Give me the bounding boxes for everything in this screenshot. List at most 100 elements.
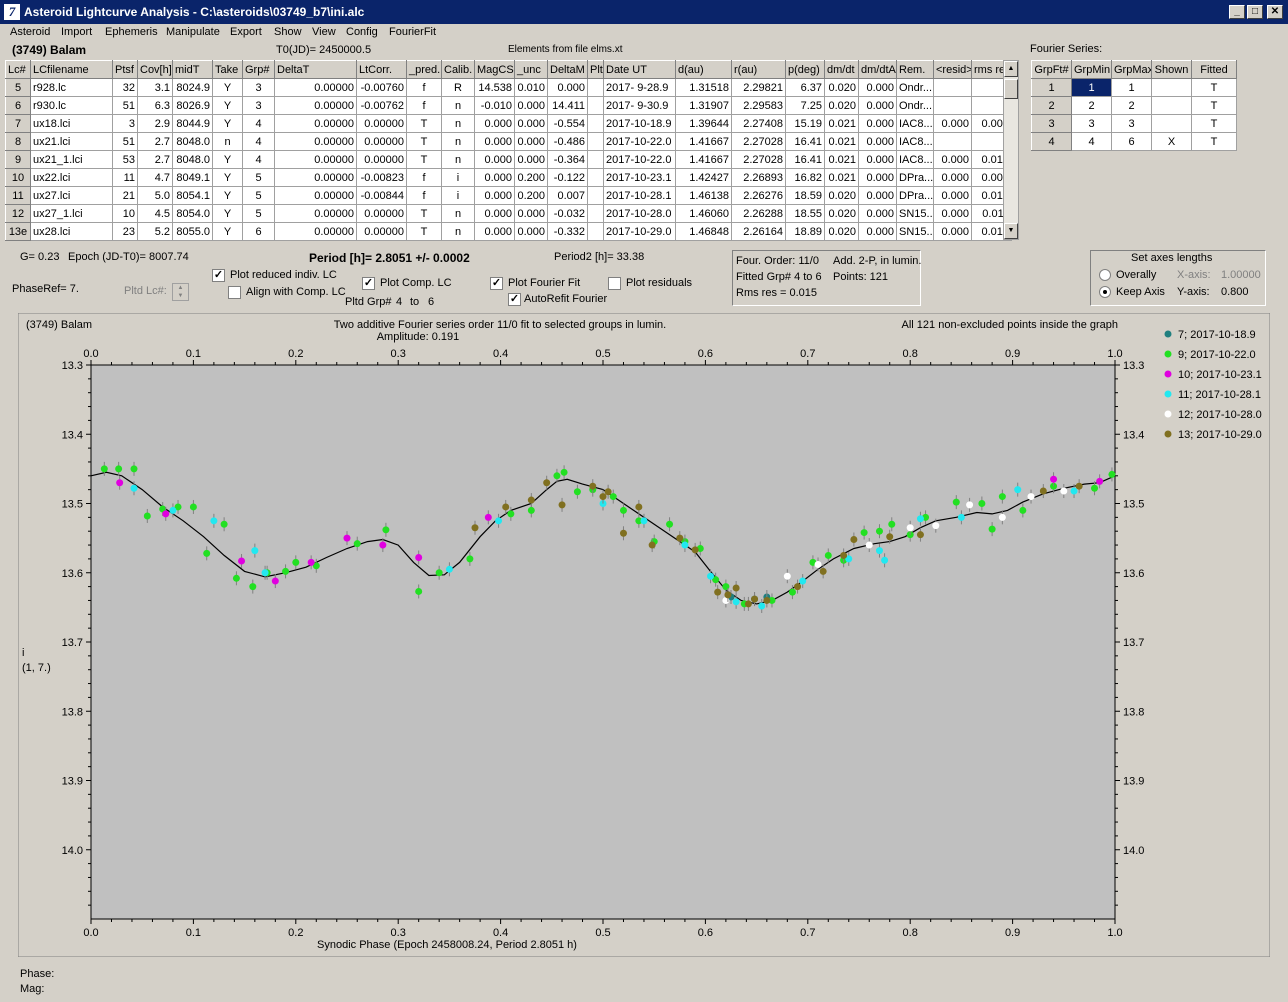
lc-cell[interactable] [587, 96, 604, 115]
fourier-cell[interactable]: T [1191, 114, 1237, 133]
fourier-col-header[interactable]: GrpMax [1111, 60, 1152, 79]
lc-cell[interactable]: f [406, 78, 442, 97]
lc-col-header[interactable]: LCfilename [30, 60, 113, 79]
lc-cell[interactable]: 8024.9 [172, 78, 213, 97]
lc-table-row[interactable]: 10 ux22.lci 11 4.7 8049.1 Y 5 0.00000 -0.00823 f i… [5, 168, 1012, 187]
lc-cell[interactable]: 5.2 [137, 222, 173, 241]
lc-cell[interactable]: 0.200 [514, 168, 548, 187]
fourier-col-header[interactable]: GrpMin [1071, 60, 1112, 79]
lc-cell[interactable]: ux21.lci [30, 132, 113, 151]
lc-col-header[interactable]: Plt [587, 60, 604, 79]
lc-col-header[interactable]: DeltaM [547, 60, 588, 79]
lc-cell[interactable]: 0.000 [858, 78, 897, 97]
lc-cell[interactable]: Y [212, 222, 243, 241]
lc-cell[interactable]: 8048.0 [172, 132, 213, 151]
lc-cell[interactable]: 0.010 [514, 78, 548, 97]
lightcurve-table-scrollbar[interactable]: ▲ ▼ [1003, 60, 1019, 240]
fourier-row-header[interactable]: 4 [1031, 132, 1072, 151]
lc-cell[interactable]: 5 [242, 204, 275, 223]
lc-cell[interactable]: 2.29821 [731, 78, 786, 97]
lc-cell[interactable]: 0.000 [933, 204, 972, 223]
lc-cell[interactable]: Y [212, 204, 243, 223]
autorefit-checkbox[interactable]: ✓ [508, 293, 521, 306]
lc-cell[interactable] [587, 204, 604, 223]
lc-cell[interactable]: 23 [112, 222, 138, 241]
lc-cell[interactable]: -0.00823 [356, 168, 407, 187]
lc-cell[interactable] [933, 132, 972, 151]
lc-cell[interactable]: 0.00000 [274, 96, 357, 115]
lc-cell[interactable]: r930.lc [30, 96, 113, 115]
menu-fourierfit[interactable]: FourierFit [389, 26, 437, 38]
menu-export[interactable]: Export [230, 26, 262, 38]
lc-cell[interactable]: 11 [112, 168, 138, 187]
lc-cell[interactable]: 0.000 [474, 186, 515, 205]
lc-col-header[interactable]: r(au) [731, 60, 786, 79]
lc-cell[interactable]: f [406, 186, 442, 205]
lc-cell[interactable]: 0.000 [858, 204, 897, 223]
lc-cell[interactable]: 0.020 [824, 204, 859, 223]
lc-cell[interactable]: 2.26276 [731, 186, 786, 205]
lc-cell[interactable]: 0.000 [933, 168, 972, 187]
lc-row-header[interactable]: 11 [5, 186, 31, 205]
lc-table-row[interactable]: 6 r930.lc 51 6.3 8026.9 Y 3 0.00000 -0.00762 f n -0… [5, 96, 1012, 115]
lc-cell[interactable]: Y [212, 114, 243, 133]
lc-cell[interactable]: 4.7 [137, 168, 173, 187]
lc-cell[interactable]: n [441, 132, 475, 151]
lc-cell[interactable]: n [212, 132, 243, 151]
lc-cell[interactable]: Y [212, 150, 243, 169]
lc-cell[interactable]: 16.82 [785, 168, 825, 187]
lc-cell[interactable] [933, 96, 972, 115]
lc-cell[interactable]: n [441, 150, 475, 169]
lc-cell[interactable]: Y [212, 168, 243, 187]
lc-cell[interactable]: -0.122 [547, 168, 588, 187]
lc-cell[interactable]: T [406, 222, 442, 241]
lc-cell[interactable]: 0.020 [824, 186, 859, 205]
lc-col-header[interactable]: <resid> [933, 60, 972, 79]
lc-cell[interactable]: 0.000 [547, 78, 588, 97]
lc-cell[interactable]: 2017-10-28.1 [603, 186, 676, 205]
lc-col-header[interactable]: _pred. [406, 60, 442, 79]
lc-cell[interactable]: 0.00000 [356, 150, 407, 169]
lc-cell[interactable]: 2.26288 [731, 204, 786, 223]
lc-cell[interactable]: 0.000 [514, 150, 548, 169]
plot-reduced-checkbox[interactable]: ✓ [212, 269, 225, 282]
lc-cell[interactable]: 0.00000 [356, 222, 407, 241]
lc-col-header[interactable]: LtCorr. [356, 60, 407, 79]
lc-cell[interactable]: 8055.0 [172, 222, 213, 241]
lc-cell[interactable]: 18.55 [785, 204, 825, 223]
lc-cell[interactable]: IAC8... [896, 132, 934, 151]
lc-row-header[interactable]: 13e [5, 222, 31, 241]
lc-cell[interactable]: 0.000 [474, 168, 515, 187]
x-axis-value[interactable]: 1.00000 [1221, 269, 1261, 281]
lc-cell[interactable]: 0.000 [474, 150, 515, 169]
lc-cell[interactable]: 0.009 [971, 168, 1012, 187]
lc-col-header[interactable]: dm/dtA [858, 60, 897, 79]
fourier-cell[interactable]: 1 [1111, 78, 1152, 97]
menu-import[interactable]: Import [61, 26, 93, 38]
overally-radio[interactable] [1099, 269, 1111, 281]
lc-cell[interactable]: 3 [242, 78, 275, 97]
menu-view[interactable]: View [312, 26, 336, 38]
lc-cell[interactable]: -0.00760 [356, 78, 407, 97]
menu-ephemeris[interactable]: Ephemeris [105, 26, 158, 38]
fourier-cell[interactable]: X [1151, 132, 1192, 151]
lc-cell[interactable]: 0.00000 [274, 222, 357, 241]
scroll-thumb[interactable] [1004, 79, 1018, 99]
lc-cell[interactable]: 5 [242, 168, 275, 187]
lc-cell[interactable]: 2017-10-28.0 [603, 204, 676, 223]
fourier-cell[interactable]: 4 [1071, 132, 1112, 151]
lc-cell[interactable]: T [406, 150, 442, 169]
lc-cell[interactable]: 0.00000 [274, 186, 357, 205]
lc-cell[interactable]: 8054.1 [172, 186, 213, 205]
maximize-button[interactable]: □ [1247, 5, 1263, 19]
lc-cell[interactable]: 4.5 [137, 204, 173, 223]
fourier-cell[interactable]: T [1191, 132, 1237, 151]
lc-cell[interactable]: 8049.1 [172, 168, 213, 187]
close-button[interactable]: ✕ [1267, 5, 1283, 19]
